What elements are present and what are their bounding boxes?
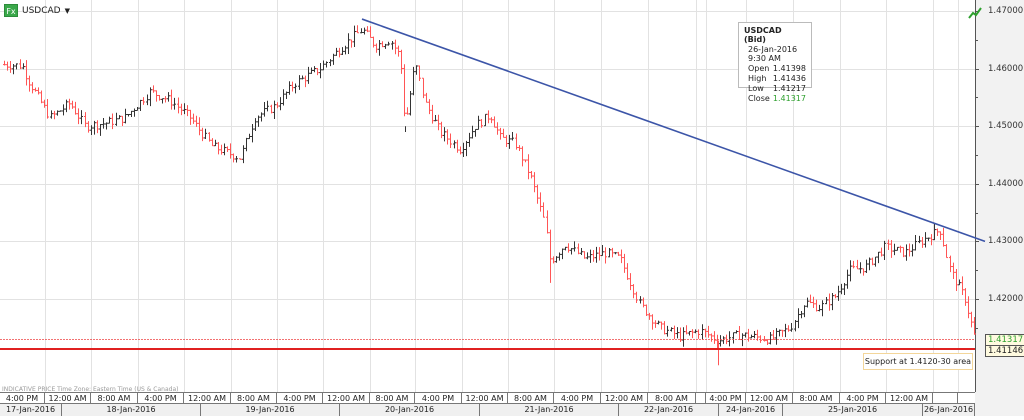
x-time-tick: 12:00 AM [184,393,231,403]
symbol-selector[interactable]: Fx USDCAD ▼ [4,4,70,17]
x-time-tick: 12:00 AM [746,393,793,403]
x-time-tick: 12:00 AM [462,393,508,403]
x-date-tick: 21-Jan-2016 [480,404,619,416]
ohlc-row-close: Close 1.41317 [748,94,806,103]
fx-icon: Fx [4,4,18,17]
x-time-tick: 4:00 PM [840,393,886,403]
x-date-tick: 26-Jan-2016 [923,404,975,416]
x-date-tick: 18-Jan-2016 [62,404,201,416]
support-annotation[interactable]: Support at 1.4120-30 area [863,353,973,370]
symbol-label: USDCAD [22,5,61,16]
x-time-tick: 12:00 AM [45,393,91,403]
x-date-tick: 20-Jan-2016 [340,404,480,416]
y-tick-label: 1.44000 [988,178,1024,189]
support-price-tag: 1.41146 [985,345,1024,357]
x-time-tick: 4:00 PM [0,393,45,403]
x-axis-date-row[interactable]: 17-Jan-2016 18-Jan-2016 19-Jan-2016 20-Jan-… [0,404,975,416]
y-tick-label: 1.42000 [988,293,1024,304]
ohlc-datetime: 26-Jan-2016 9:30 AM [748,45,798,63]
trend-drawing-icon[interactable] [968,7,982,19]
y-tick-label: 1.45000 [988,120,1024,131]
x-axis-time-row[interactable]: 4:00 PM 12:00 AM 8:00 AM 4:00 PM 12:00 AM 8:0… [0,392,975,404]
indicative-price-note: INDICATIVE PRICE Time Zone: Eastern Time… [2,386,179,393]
x-time-tick: 8:00 AM [91,393,138,403]
x-time-tick: 8:00 AM [231,393,277,403]
x-time-tick: 12:00 AM [886,393,933,403]
x-time-tick: 4:00 PM [138,393,184,403]
x-time-tick [696,393,706,403]
x-time-tick: 4:00 PM [415,393,462,403]
x-time-tick: 8:00 AM [508,393,554,403]
x-date-tick: 24-Jan-2016 [719,404,783,416]
x-date-tick: 19-Jan-2016 [201,404,340,416]
x-time-tick: 12:00 AM [601,393,648,403]
y-tick-label: 1.47000 [988,5,1024,16]
x-time-tick: 4:00 PM [277,393,323,403]
downtrend-line [361,18,986,243]
x-date-tick: 25-Jan-2016 [783,404,923,416]
ohlc-row-high: High 1.41436 [748,74,806,83]
ohlc-title: USDCAD (Bid) [744,26,782,44]
ohlc-tooltip: USDCAD (Bid) 26-Jan-2016 9:30 AM Open 1.4… [738,22,812,103]
x-time-tick: 8:00 AM [793,393,840,403]
x-time-tick: 8:00 AM [648,393,696,403]
x-time-tick: 4:00 PM [706,393,746,403]
x-time-tick: 4:00 PM [554,393,601,403]
x-time-tick [933,393,958,403]
caret-down-icon[interactable]: ▼ [64,6,70,15]
x-time-tick: 8:00 AM [370,393,415,403]
x-date-tick: 17-Jan-2016 [0,404,62,416]
ohlc-row-open: Open 1.41398 [748,64,806,73]
y-tick-label: 1.46000 [988,63,1024,74]
x-date-tick: 22-Jan-2016 [619,404,719,416]
ohlc-row-low: Low 1.41217 [748,84,806,93]
y-tick-label: 1.43000 [988,235,1024,246]
x-time-tick: 12:00 AM [323,393,370,403]
